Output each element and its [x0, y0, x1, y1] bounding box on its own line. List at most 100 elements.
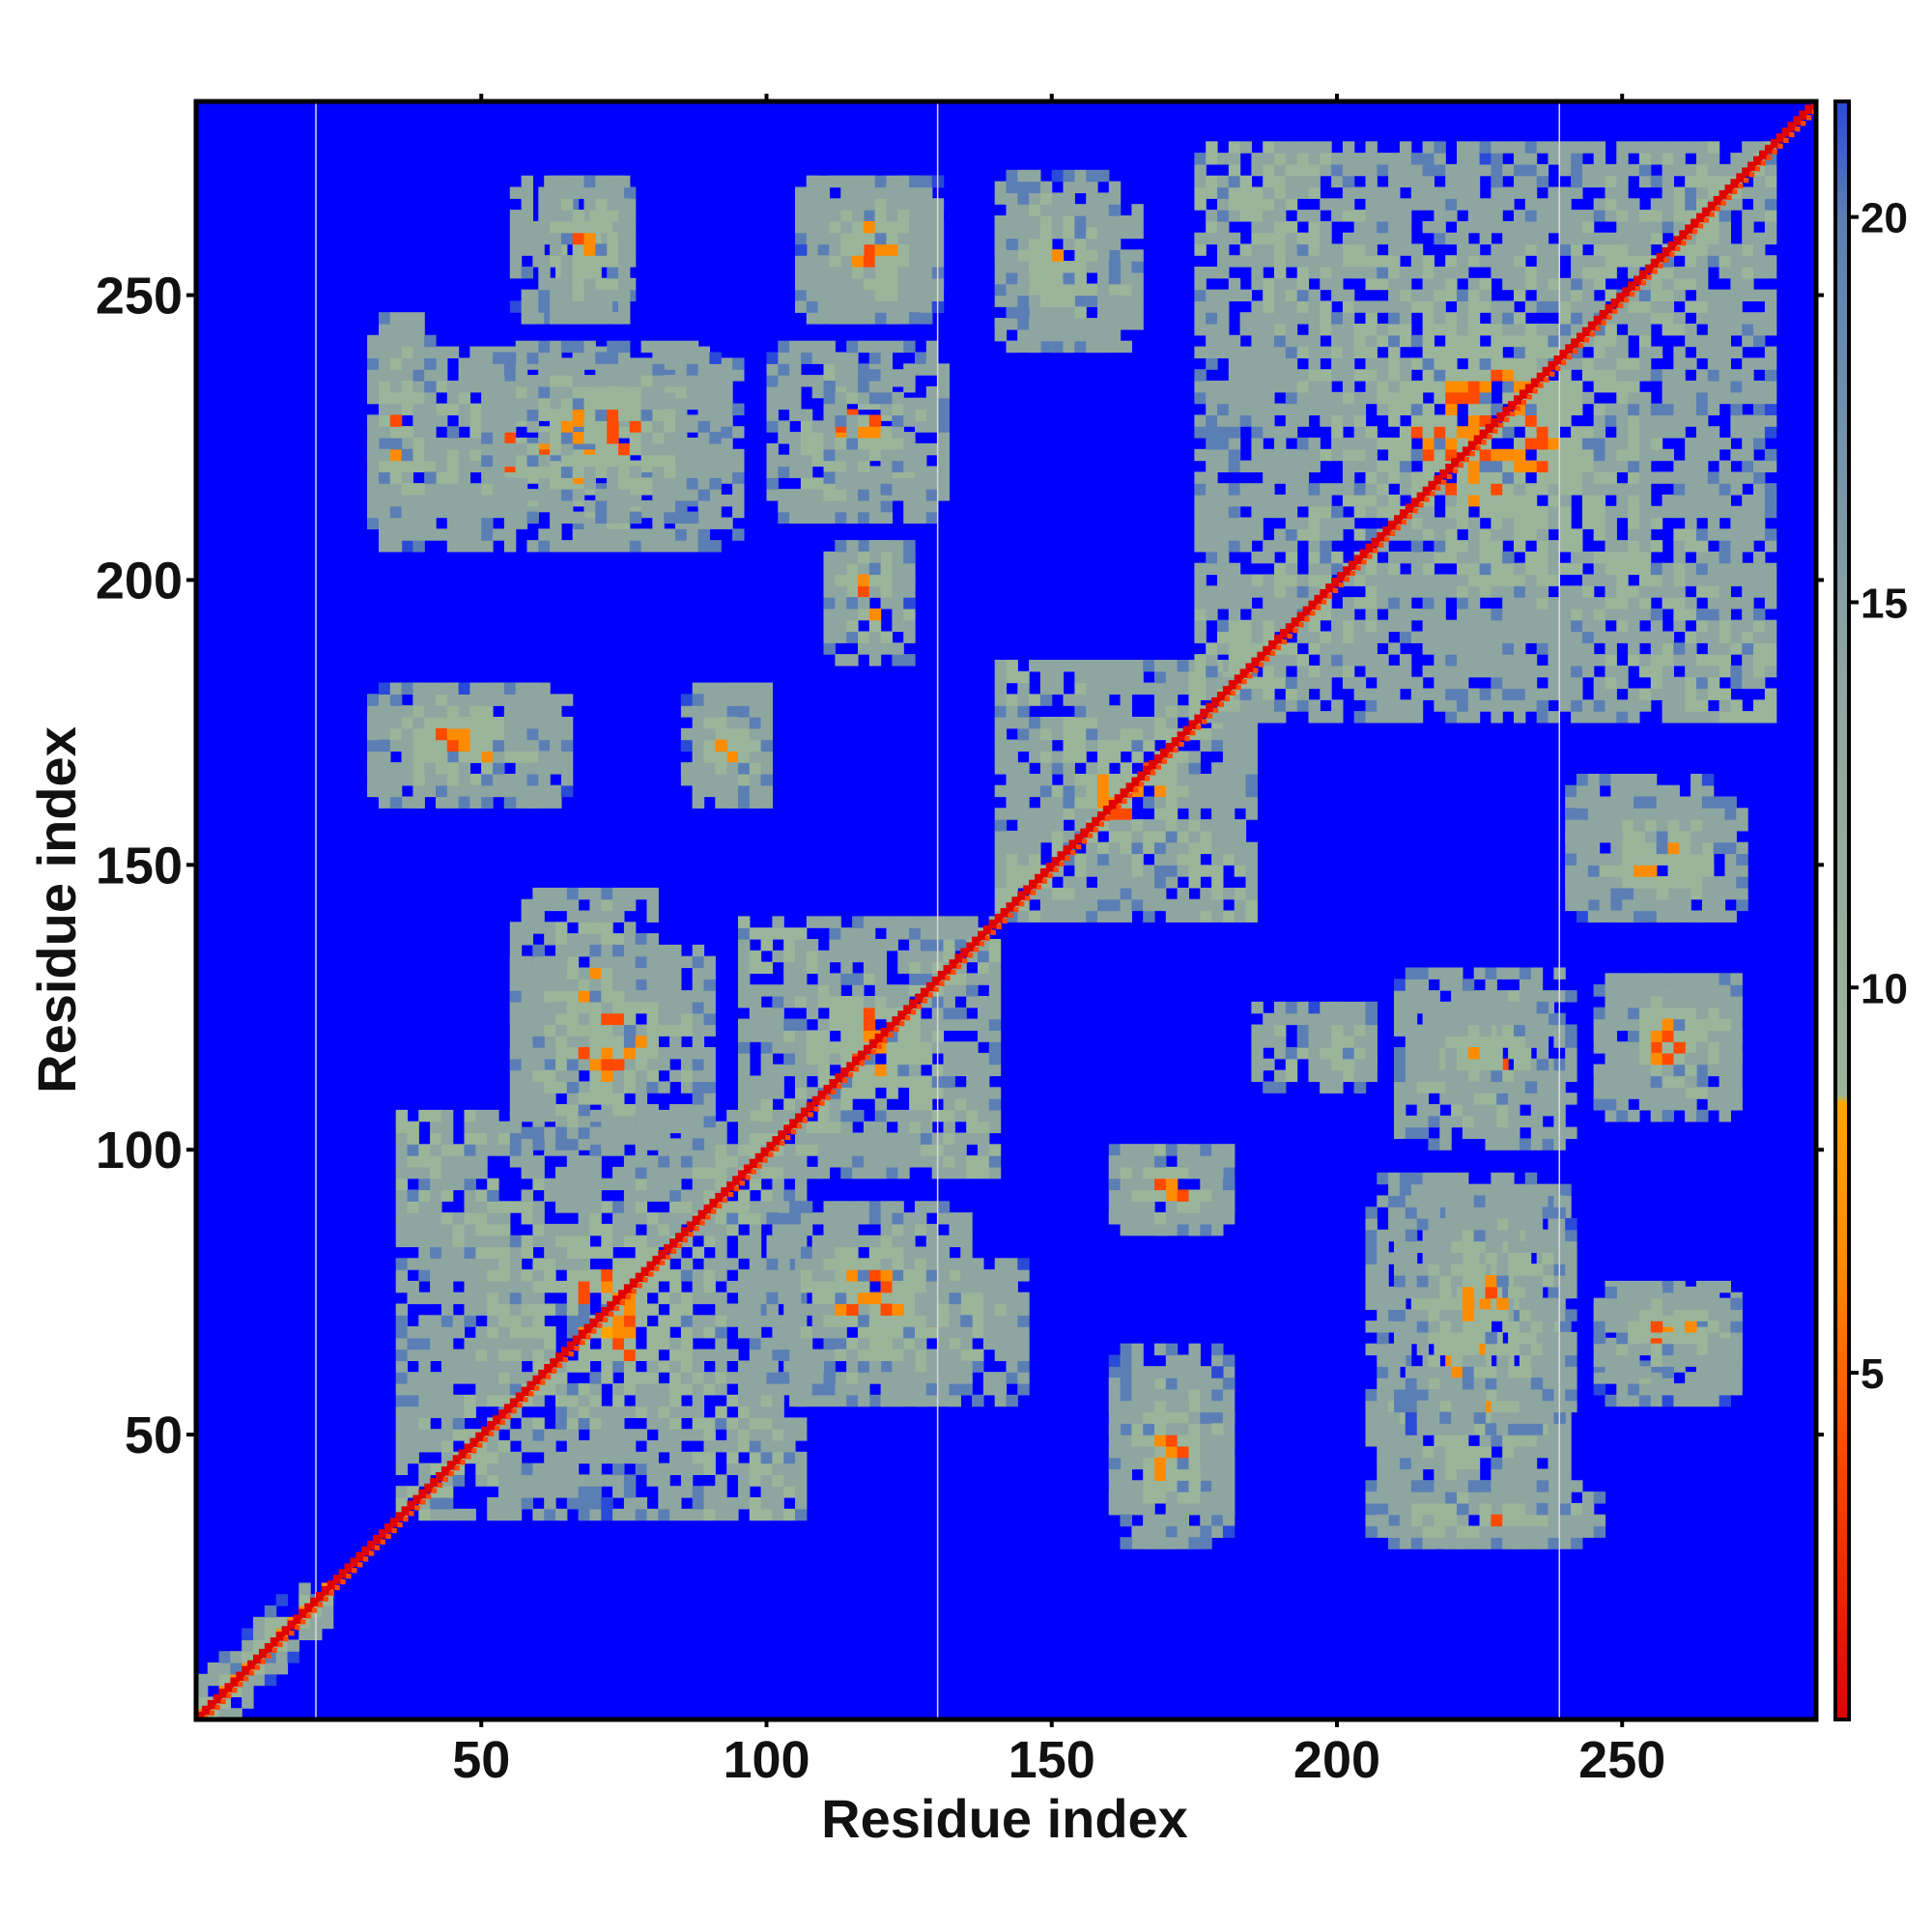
heatmap-cell: [806, 1041, 819, 1054]
heatmap-cell: [1228, 654, 1241, 667]
heatmap-cell: [1074, 808, 1087, 820]
heatmap-cell: [498, 1440, 511, 1453]
heatmap-cell: [1251, 210, 1264, 222]
heatmap-cell: [1467, 324, 1481, 336]
heatmap-cell: [669, 1001, 682, 1014]
heatmap-cell: [578, 1417, 590, 1430]
heatmap-cell: [915, 1383, 927, 1396]
heatmap-cell: [1571, 551, 1583, 564]
heatmap-cell: [1228, 163, 1241, 177]
heatmap-cell: [1742, 277, 1754, 291]
heatmap-cell: [835, 1292, 847, 1305]
heatmap-cell: [1285, 699, 1298, 712]
heatmap-cell: [1638, 163, 1652, 177]
heatmap-cell: [635, 1463, 648, 1475]
heatmap-cell: [487, 1201, 499, 1213]
heatmap-cell: [1239, 403, 1252, 415]
heatmap-cell: [555, 1417, 568, 1430]
heatmap-cell: [783, 996, 796, 1009]
heatmap-cell: [966, 1041, 979, 1054]
heatmap-cell: [418, 1178, 431, 1191]
heatmap-cell: [1251, 334, 1264, 348]
heatmap-cell: [1177, 853, 1189, 866]
heatmap-cell: [1764, 631, 1777, 643]
heatmap-cell: [1524, 574, 1538, 586]
heatmap-cell: [1616, 175, 1629, 188]
heatmap-cell: [1628, 540, 1640, 553]
heatmap-cell: [1638, 175, 1652, 188]
heatmap-cell: [1559, 619, 1572, 633]
heatmap-cell: [669, 955, 682, 969]
heatmap-cell: [1628, 198, 1640, 211]
heatmap-cell: [766, 1235, 779, 1248]
heatmap-cell: [1445, 619, 1458, 633]
heatmap-cell: [395, 1189, 409, 1202]
heatmap-cell: [669, 1069, 682, 1082]
heatmap-cell: [1559, 495, 1572, 507]
heatmap-cell: [1559, 243, 1572, 256]
heatmap-cell: [1479, 346, 1492, 358]
heatmap-cell: [892, 1292, 904, 1305]
heatmap-cell: [1467, 403, 1481, 415]
heatmap-cell: [589, 1508, 602, 1521]
heatmap-cell: [1638, 483, 1652, 496]
heatmap-cell: [521, 1417, 533, 1430]
heatmap-cell: [430, 1315, 442, 1327]
heatmap-cell: [646, 933, 659, 946]
heatmap-cell: [840, 973, 853, 985]
heatmap-cell: [1445, 391, 1458, 405]
heatmap-cell: [1514, 483, 1526, 496]
heatmap-cell: [1017, 1337, 1030, 1350]
heatmap-cell: [1177, 898, 1189, 912]
heatmap-cell: [1006, 717, 1018, 729]
heatmap-cell: [1662, 391, 1674, 405]
heatmap-cell: [1685, 198, 1697, 211]
heatmap-cell: [863, 927, 876, 940]
heatmap-cell: [1039, 727, 1053, 741]
heatmap-cell: [623, 1326, 637, 1339]
heatmap-cell: [1399, 597, 1412, 610]
heatmap-cell: [1536, 391, 1549, 405]
heatmap-cell: [715, 1360, 727, 1373]
heatmap-cell: [1274, 608, 1287, 621]
heatmap-cell: [1730, 403, 1743, 415]
heatmap-cell: [1274, 438, 1287, 450]
heatmap-cell: [1616, 243, 1629, 256]
heatmap-cell: [1410, 608, 1424, 621]
heatmap-cell: [1524, 300, 1538, 313]
heatmap-cell: [589, 1093, 602, 1105]
heatmap-cell: [1605, 551, 1617, 564]
heatmap-cell: [1548, 619, 1560, 633]
heatmap-cell: [395, 1212, 409, 1225]
heatmap-cell: [1514, 460, 1526, 472]
heatmap-cell: [1377, 255, 1389, 268]
heatmap-cell: [395, 1315, 409, 1327]
heatmap-cell: [1696, 312, 1709, 325]
heatmap-cell: [1399, 369, 1412, 382]
heatmap-cell: [1051, 727, 1065, 741]
heatmap-cell: [903, 1280, 916, 1293]
heatmap-cell: [646, 1303, 659, 1316]
heatmap-cell: [487, 1235, 499, 1248]
heatmap-cell: [509, 1121, 523, 1134]
heatmap-cell: [612, 1126, 625, 1139]
heatmap-cell: [509, 1155, 523, 1168]
heatmap-cell: [1673, 619, 1686, 633]
heatmap-cell: [966, 1155, 979, 1168]
heatmap-cell: [207, 1673, 220, 1687]
heatmap-cell: [566, 1069, 580, 1082]
heatmap-cell: [601, 1429, 613, 1441]
heatmap-cell: [1479, 357, 1492, 370]
heatmap-cell: [1342, 267, 1355, 279]
heatmap-cell: [1571, 220, 1583, 234]
heatmap-cell: [1399, 403, 1412, 415]
heatmap-cell: [521, 1212, 533, 1225]
heatmap-cell: [1074, 774, 1087, 786]
heatmap-cell: [1581, 255, 1595, 268]
heatmap-cell: [994, 1349, 1008, 1361]
heatmap-cell: [1457, 517, 1469, 529]
heatmap-cell: [1086, 853, 1098, 866]
heatmap-cell: [1548, 460, 1560, 472]
heatmap-cell: [1559, 186, 1572, 199]
heatmap-cell: [1251, 517, 1264, 529]
